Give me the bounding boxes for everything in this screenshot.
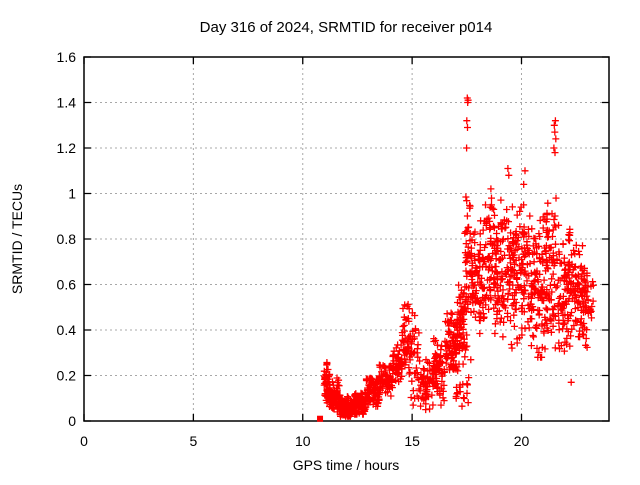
scatter-markers — [320, 94, 597, 420]
y-tick-label: 0.4 — [57, 322, 77, 338]
x-tick-label: 15 — [404, 433, 420, 449]
y-tick-label: 1.4 — [57, 95, 77, 111]
x-tick-label: 0 — [80, 433, 88, 449]
x-tick-label: 20 — [514, 433, 530, 449]
y-axis-label: SRMTID / TECUs — [9, 184, 25, 294]
y-tick-label: 0.2 — [57, 368, 77, 384]
y-tick-label: 0.8 — [57, 231, 77, 247]
y-tick-label: 1.6 — [57, 49, 77, 65]
data-points — [317, 94, 597, 422]
tick-labels: 0 5 10 15 20 0 0.2 0.4 0.6 0.8 1 1.2 1.4 1.6 — [57, 49, 530, 449]
gridlines — [85, 58, 608, 420]
plot-border — [83, 56, 610, 422]
grid-path — [85, 58, 608, 420]
x-tick-label: 10 — [295, 433, 311, 449]
y-tick-label: 1 — [68, 186, 76, 202]
y-tick-label: 0.6 — [57, 277, 77, 293]
chart-title: Day 316 of 2024, SRMTID for receiver p01… — [200, 19, 493, 36]
x-axis-label: GPS time / hours — [293, 457, 400, 473]
start-square-marker — [317, 415, 324, 422]
x-tick-label: 5 — [189, 433, 197, 449]
y-tick-label: 1.2 — [57, 140, 77, 156]
y-tick-label: 0 — [68, 413, 76, 429]
